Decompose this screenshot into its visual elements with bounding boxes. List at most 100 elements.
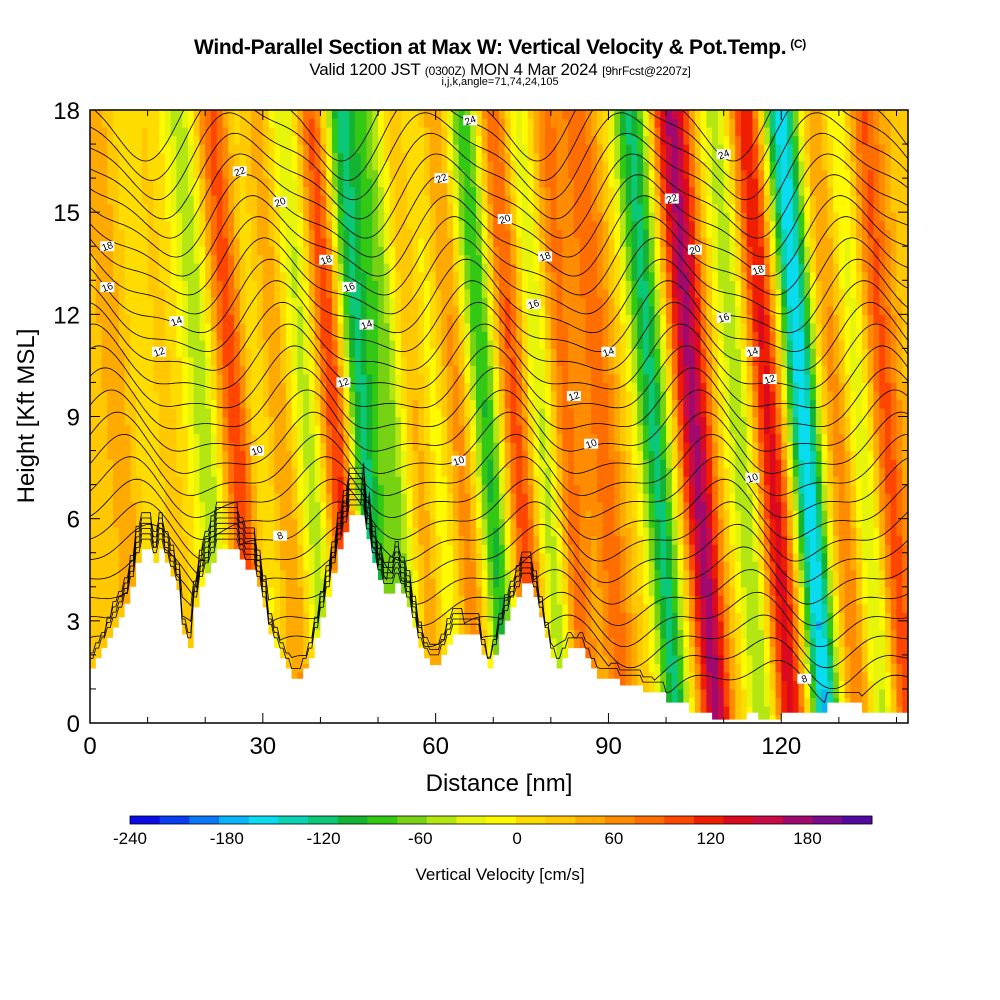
field-cell [349, 425, 356, 435]
field-cell [527, 535, 535, 545]
field-cell [314, 467, 322, 477]
field-cell [447, 510, 454, 520]
field-cell [141, 433, 149, 443]
field-cell [522, 450, 529, 460]
chart-subtitle: Valid 1200 JST (0300Z) MON 4 Mar 2024 [9… [0, 60, 1000, 80]
field-cell [666, 569, 673, 579]
field-cell [216, 425, 224, 435]
field-cell [331, 425, 339, 435]
field-cell [717, 561, 725, 571]
field-cell [429, 552, 437, 562]
field-cell [746, 552, 754, 562]
field-cell [792, 476, 800, 486]
field-cell [429, 425, 437, 435]
field-cell [890, 425, 898, 435]
field-cell [666, 561, 673, 571]
field-cell [810, 425, 817, 435]
field-cell [873, 518, 880, 528]
field-cell [320, 450, 327, 460]
field-cell [441, 569, 448, 579]
field-cell [274, 450, 281, 460]
field-cell [694, 671, 702, 682]
field-cell [187, 493, 195, 503]
field-cell [527, 450, 535, 460]
field-cell [326, 518, 333, 528]
field-cell [297, 612, 304, 622]
field-cell [147, 459, 154, 469]
field-cell [118, 612, 126, 622]
field-cell [199, 535, 206, 545]
field-cell [493, 544, 500, 554]
field-cell [568, 586, 575, 596]
field-cell [349, 459, 356, 469]
field-cell [648, 510, 656, 520]
field-cell [493, 569, 500, 579]
field-cell [113, 561, 120, 571]
field-cell [470, 442, 477, 452]
field-cell [481, 433, 489, 443]
field-cell [435, 544, 442, 554]
field-cell [666, 629, 673, 639]
field-cell [694, 586, 702, 596]
field-cell [585, 561, 592, 571]
field-cell [902, 442, 908, 452]
field-cell [798, 467, 805, 477]
field-cell [619, 620, 627, 630]
field-cell [216, 527, 224, 537]
field-cell [879, 518, 886, 528]
field-cell [890, 476, 898, 486]
field-cell [274, 476, 281, 486]
field-cell [337, 501, 345, 511]
field-cell [689, 561, 696, 571]
valid-utc: (0300Z) [424, 64, 466, 78]
field-cell [873, 561, 880, 571]
field-cell [193, 561, 201, 571]
field-cell [274, 518, 281, 528]
field-cell [216, 450, 224, 460]
field-cell [285, 578, 293, 588]
field-cell [573, 476, 581, 486]
field-cell [729, 714, 736, 723]
field-cell [257, 535, 264, 545]
field-cell [136, 425, 143, 435]
field-cell [729, 561, 736, 571]
field-cell [493, 535, 500, 545]
field-cell [873, 697, 880, 707]
field-cell [689, 663, 696, 673]
field-cell [268, 459, 275, 469]
field-cell [838, 467, 846, 477]
field-cell [182, 586, 189, 596]
field-cell [700, 433, 707, 443]
field-cell [752, 654, 759, 664]
field-cell [550, 459, 558, 469]
field-cell [441, 527, 448, 537]
field-cell [493, 527, 500, 537]
field-cell [216, 544, 224, 554]
field-cell [712, 578, 719, 588]
field-cell [763, 697, 771, 707]
field-cell [838, 671, 846, 682]
field-cell [619, 450, 627, 460]
field-cell [366, 425, 373, 435]
field-cell [625, 595, 633, 605]
field-cell [694, 544, 702, 554]
field-cell [406, 442, 414, 452]
field-cell [308, 433, 316, 443]
field-cell [176, 518, 183, 528]
field-cell [648, 629, 656, 639]
field-cell [792, 688, 800, 699]
field-cell [660, 654, 667, 664]
field-cell [147, 442, 154, 452]
field-cell [683, 578, 690, 588]
field-cell [441, 425, 448, 435]
chart-title-text: Wind-Parallel Section at Max W: Vertical… [194, 36, 787, 59]
field-cell [187, 603, 195, 613]
field-cell [107, 518, 114, 528]
field-cell [683, 527, 690, 537]
field-cell [147, 425, 154, 435]
field-cell [424, 578, 431, 588]
field-cell [176, 442, 183, 452]
field-cell [562, 603, 569, 613]
field-cell [435, 569, 442, 579]
field-cell [614, 654, 621, 664]
